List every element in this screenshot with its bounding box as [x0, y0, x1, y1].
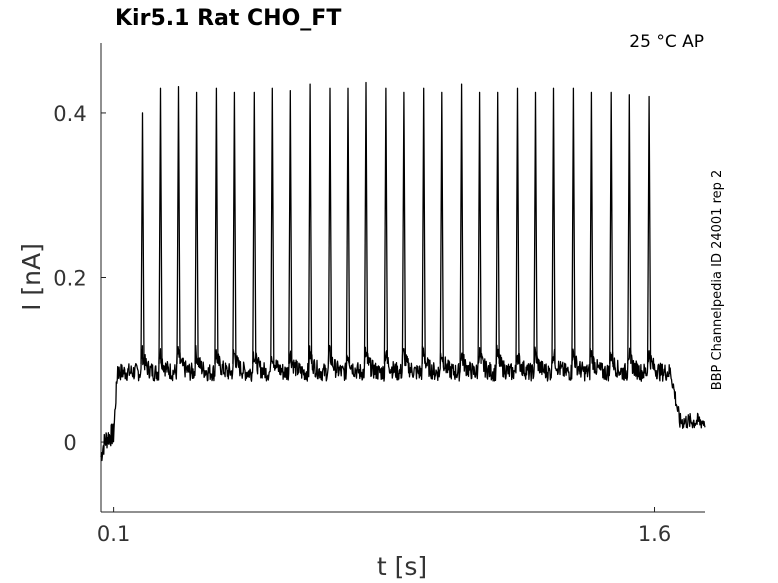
spike-peak [194, 91, 199, 364]
spike-peak [214, 87, 219, 364]
spike-peak [140, 112, 145, 364]
spike-peak [345, 87, 351, 364]
y-axis-label: I [nA] [17, 243, 46, 311]
spike-peak [571, 87, 576, 364]
spike-peak [646, 95, 652, 364]
spike-peak [327, 87, 333, 364]
condition-label: 25 °C AP [629, 32, 704, 52]
spike-peak [589, 91, 594, 364]
spike-peak [459, 83, 464, 364]
x-ticks: 0.1 1.6 [97, 507, 671, 546]
x-axis-label: t [s] [377, 552, 427, 581]
spike-peak [627, 94, 632, 364]
spike-peak [439, 91, 444, 364]
spike-peak [270, 87, 275, 364]
spike-peak [421, 87, 426, 364]
y-tick-label: 0 [63, 431, 76, 455]
y-tick-label: 0.2 [53, 267, 86, 291]
spike-peak [363, 81, 369, 364]
spike-peak [495, 91, 500, 364]
x-tick-label: 1.6 [638, 522, 671, 546]
x-tick-label: 0.1 [97, 522, 130, 546]
spike-peak [176, 85, 181, 364]
spike-peak [515, 87, 520, 364]
y-ticks: 0 0.2 0.4 [53, 102, 106, 455]
plot-area [100, 81, 706, 462]
spike-peak [609, 91, 614, 364]
spike-peak [383, 87, 389, 364]
spike-peak [477, 91, 482, 364]
spike-peak [288, 90, 293, 364]
spike-peak [232, 91, 237, 364]
source-note: BBP Channelpedia ID 24001 rep 2 [710, 170, 725, 391]
spike-peak [307, 83, 313, 364]
spike-peak [252, 91, 257, 364]
y-tick-label: 0.4 [53, 102, 86, 126]
spike-peak [401, 91, 407, 364]
chart-title: Kir5.1 Rat CHO_FT [115, 6, 341, 31]
spike-peak [551, 87, 556, 364]
spike-peak [158, 87, 163, 364]
spike-peak [533, 91, 538, 364]
